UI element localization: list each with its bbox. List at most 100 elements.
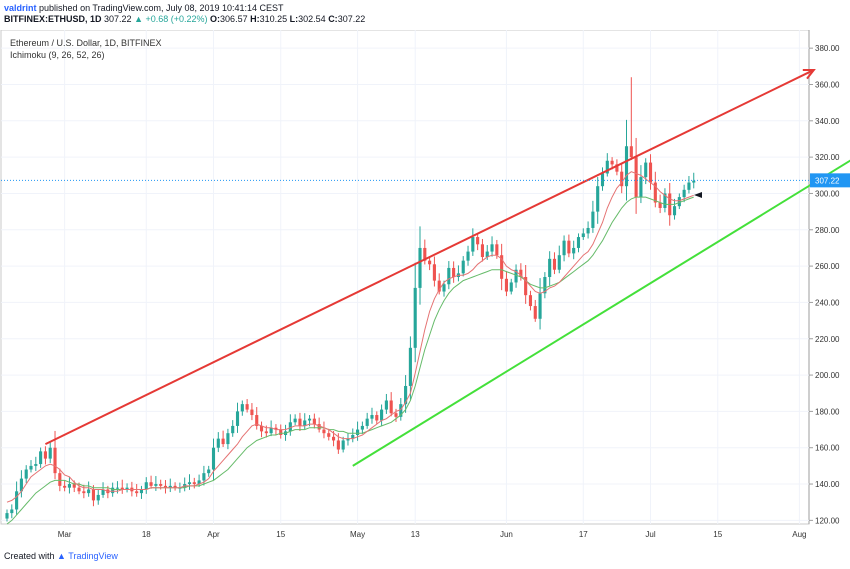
candles[interactable] [5, 77, 696, 522]
price-tick-label: 140.00 [815, 480, 840, 489]
candle-body [72, 484, 76, 488]
candle-body [39, 451, 43, 465]
candle-body [43, 451, 47, 459]
time-tick-label: Aug [792, 530, 806, 539]
candle-body [509, 282, 513, 292]
candle-body [346, 438, 350, 441]
candle-body [259, 425, 264, 432]
candle-body [303, 420, 307, 426]
high-label: H: [250, 14, 260, 24]
candle-body [648, 162, 653, 183]
candle-body [197, 480, 201, 485]
price-chart[interactable]: 120.00 140.00 160.00 180.00 200.00 220.00 240.… [0, 30, 850, 548]
price-tick-label: 320.00 [815, 153, 840, 162]
candle-body [307, 418, 312, 421]
candle-body [644, 162, 648, 178]
candle-body [581, 233, 585, 238]
price-tick-label: 180.00 [815, 407, 840, 416]
price-axis: 120.00 140.00 160.00 180.00 200.00 220.00 240.… [809, 44, 840, 525]
candle-body [658, 202, 662, 208]
candle-body [10, 509, 14, 514]
candle-body [413, 287, 417, 348]
candle-body [216, 438, 220, 448]
author-link[interactable]: valdrint [4, 3, 37, 13]
trendlines[interactable] [44, 69, 850, 467]
candle-body [341, 440, 345, 450]
tradingview-logo[interactable]: ▲ TradingView [57, 551, 118, 561]
candle-body [192, 482, 196, 485]
symbol-label: BITFINEX:ETHUSD, 1D [4, 14, 102, 24]
candle-body [264, 431, 268, 434]
price-tick-label: 240.00 [815, 298, 840, 307]
candle-body [274, 427, 278, 430]
price-tick-label: 340.00 [815, 117, 840, 126]
candle-body [288, 422, 292, 432]
candle-body [418, 247, 422, 288]
candle-body [514, 269, 518, 283]
ichimoku-lines [6, 171, 694, 525]
candle-body [461, 260, 465, 274]
time-tick-label: Jun [500, 530, 513, 539]
time-tick-label: 15 [276, 530, 285, 539]
candle-body [380, 409, 384, 421]
candle-body [692, 180, 696, 183]
last-price-marker: 307.22 [1, 173, 850, 188]
candle-body [255, 415, 259, 426]
candle-body [135, 491, 139, 494]
candle-body [596, 186, 600, 212]
candle-body [567, 240, 571, 254]
tenkan-line [6, 171, 694, 503]
candle-body [552, 258, 557, 270]
price-tick-label: 300.00 [815, 189, 840, 198]
close-value: 307.22 [337, 14, 366, 24]
candle-body [154, 484, 158, 486]
candle-body [471, 237, 475, 252]
candle-body [447, 267, 451, 285]
low-label: L: [289, 14, 299, 24]
candle-body [163, 485, 168, 488]
time-tick-label: 13 [411, 530, 420, 539]
grid [1, 30, 809, 524]
candle-body [572, 247, 576, 254]
candle-body [408, 347, 412, 386]
candle-body [111, 487, 115, 494]
cursor-arrow-icon [694, 192, 702, 198]
candle-body [173, 485, 177, 488]
candle-body [562, 240, 566, 256]
open-value: 306.57 [220, 14, 248, 24]
candle-body [672, 206, 677, 216]
candle-body [269, 427, 273, 434]
candle-body [317, 424, 321, 430]
candle-body [500, 255, 504, 279]
time-axis: Mar 18 Apr 15 May 13 Jun 17 Jul 15 Aug [58, 530, 807, 539]
candle-body [120, 487, 124, 490]
low-value: 302.54 [298, 14, 326, 24]
candle-body [543, 277, 547, 294]
legend-indicator: Ichimoku (9, 26, 52, 26) [10, 50, 105, 60]
candle-body [389, 400, 393, 414]
time-tick-label: Mar [58, 530, 72, 539]
candle-body [452, 267, 456, 277]
tradingview-brand: TradingView [68, 551, 118, 561]
candle-body [63, 485, 67, 488]
candle-body [96, 494, 100, 501]
candle-body [615, 164, 619, 172]
time-tick-label: 17 [579, 530, 588, 539]
footer: Created with ▲ TradingView [4, 551, 118, 561]
candle-body [524, 277, 528, 296]
price-tick-label: 160.00 [815, 444, 840, 453]
price-tick-label: 200.00 [815, 371, 840, 380]
candle-body [428, 260, 432, 265]
candle-body [404, 385, 408, 405]
time-tick-label: Apr [207, 530, 220, 539]
candle-body [485, 251, 489, 258]
candle-body [235, 411, 240, 426]
candle-body [528, 295, 533, 307]
candle-body [293, 418, 297, 423]
candle-body [58, 473, 62, 486]
candle-body [144, 482, 148, 490]
candle-body [370, 415, 374, 419]
candle-body [620, 171, 624, 187]
candle-body [48, 447, 52, 459]
time-tick-label: 15 [713, 530, 722, 539]
